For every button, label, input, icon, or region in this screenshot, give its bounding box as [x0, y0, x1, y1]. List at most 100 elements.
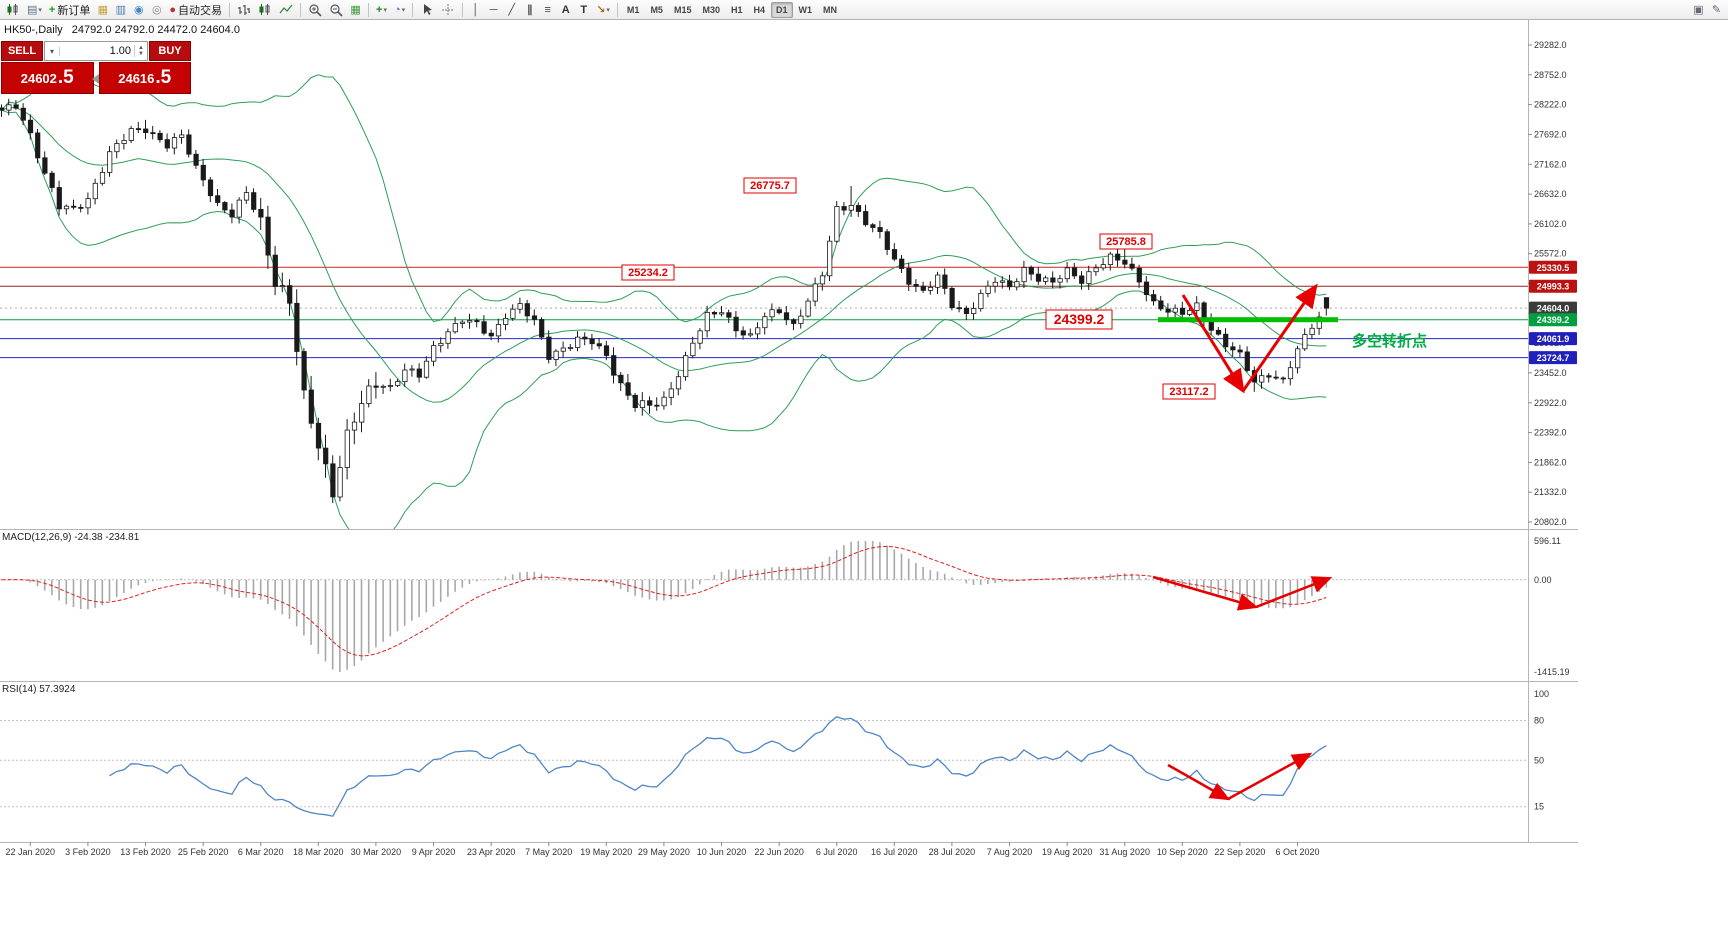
sell-price-button[interactable]: 24602.5 [1, 62, 94, 94]
timeframe-d1[interactable]: D1 [771, 1, 793, 18]
svg-text:25572.0: 25572.0 [1534, 249, 1567, 259]
vertical-line-icon[interactable]: │ [467, 1, 484, 18]
caret-down-icon: ▾ [606, 6, 610, 14]
auto-trading-button[interactable]: ● 自动交易 [169, 3, 223, 17]
strategy-tester-icon[interactable]: ◎ [148, 1, 165, 18]
cycles-icon[interactable]: ◔ ▾ [391, 1, 408, 18]
buy-button[interactable]: BUY [149, 41, 191, 61]
horizontal-line-icon-glyph: ─ [489, 3, 498, 16]
fibonacci-icon[interactable]: ≡ [539, 1, 556, 18]
timeframe-m5[interactable]: M5 [650, 4, 663, 15]
spinner-down-icon[interactable]: ▼ [138, 51, 144, 57]
price-tag: 24061.9 [1529, 332, 1577, 346]
terminal-icon[interactable]: ▦ [94, 1, 111, 18]
price-tag: 24399.2 [1529, 313, 1577, 327]
svg-text:18 Mar 2020: 18 Mar 2020 [293, 847, 344, 857]
candles-glyph [7, 3, 18, 15]
candles-layer [0, 98, 1330, 503]
text-label-icon[interactable]: T [575, 1, 592, 18]
pencil-icon-glyph: ✎ [1711, 4, 1722, 16]
timeframe-h1[interactable]: H1 [730, 4, 743, 15]
price-annotation[interactable]: 26775.7 [743, 177, 797, 194]
sell-price-main: 24602 [20, 71, 57, 86]
line-chart-icon[interactable] [276, 1, 296, 18]
macd-panel [0, 541, 1528, 672]
profiles-icon[interactable]: ▤ ▾ [24, 1, 45, 18]
text-icon[interactable]: A [557, 1, 574, 18]
crosshair-icon[interactable] [438, 1, 458, 18]
svg-text:21332.0: 21332.0 [1534, 487, 1567, 497]
svg-text:29 May 2020: 29 May 2020 [638, 847, 690, 857]
svg-text:24399.2: 24399.2 [1537, 315, 1570, 325]
navigator-icon[interactable]: ▥ [112, 1, 129, 18]
price-chart[interactable]: 29282.0 28752.0 28222.0 27692.0 27162.0 26632… [0, 20, 1728, 944]
bollinger-bands [1, 71, 1327, 529]
bar-chart-icon[interactable] [234, 1, 254, 18]
new-chart-icon[interactable] [3, 1, 23, 18]
chart-ohlc-header: HK50-,Daily 24792.0 24792.0 24472.0 2460… [4, 24, 246, 36]
svg-text:23724.7: 23724.7 [1537, 353, 1570, 363]
support-highlight-line[interactable] [1158, 317, 1338, 323]
timeframe-m15[interactable]: M15 [673, 4, 692, 15]
candle-chart-icon[interactable] [255, 1, 275, 18]
svg-text:10 Sep 2020: 10 Sep 2020 [1157, 847, 1208, 857]
svg-text:26775.7: 26775.7 [750, 180, 790, 192]
svg-text:22 Jun 2020: 22 Jun 2020 [754, 847, 804, 857]
horizontal-line-icon[interactable]: ─ [485, 1, 502, 18]
timeframe-m1[interactable]: M1 [626, 4, 640, 15]
cycles-icon-glyph: ◔ [394, 3, 401, 16]
volume-field[interactable]: ▾ 1.00 ▲ ▼ [44, 41, 148, 61]
timeframe-h4[interactable]: H4 [753, 4, 766, 15]
svg-text:9 Apr 2020: 9 Apr 2020 [412, 847, 456, 857]
toolbar-separator [462, 2, 464, 17]
spread-arrow-icon [92, 74, 99, 84]
price-annotation[interactable]: 24399.2 [1045, 309, 1113, 330]
volume-dropdown-icon[interactable]: ▾ [45, 46, 60, 56]
pencil-icon[interactable]: ✎ [1708, 1, 1725, 18]
svg-text:3 Feb 2020: 3 Feb 2020 [65, 847, 111, 857]
price-tag: 25330.5 [1529, 260, 1577, 274]
arrows-icon-glyph: ↘ [596, 4, 606, 16]
zoom-in-icon[interactable] [305, 1, 325, 18]
price-annotation[interactable]: 23117.2 [1162, 383, 1216, 400]
volume-spinner[interactable]: ▲ ▼ [134, 45, 147, 57]
svg-text:22922.0: 22922.0 [1534, 398, 1567, 408]
sell-button[interactable]: SELL [1, 41, 43, 61]
trend-arrows[interactable] [1152, 283, 1333, 801]
indicators-icon[interactable]: + ▾ [373, 1, 390, 18]
zoom-out-icon[interactable] [326, 1, 346, 18]
price-annotation[interactable]: 25234.2 [621, 264, 675, 281]
svg-text:31 Aug 2020: 31 Aug 2020 [1099, 847, 1150, 857]
svg-text:596.11: 596.11 [1534, 536, 1561, 546]
cross-glyph [442, 3, 455, 16]
navigator-icon-glyph: ▥ [115, 4, 127, 16]
toolbar-separator [368, 2, 370, 17]
data-window-icon[interactable]: ◉ [130, 1, 147, 18]
indicators-icon-glyph: + [376, 3, 383, 16]
window-layout-icon[interactable]: ▣ [1690, 1, 1707, 18]
annotation-note[interactable]: 多空转折点 [1352, 332, 1427, 350]
price-annotation[interactable]: 25785.8 [1099, 233, 1153, 250]
timeframe-mn[interactable]: MN [823, 4, 838, 15]
profiles-icon-glyph: ▤ [27, 4, 38, 16]
timeframe-w1[interactable]: W1 [798, 4, 813, 15]
timeframe-m30[interactable]: M30 [702, 4, 720, 15]
volume-value[interactable]: 1.00 [109, 45, 131, 57]
svg-text:15: 15 [1534, 802, 1544, 812]
trendline-icon[interactable]: ╱ [503, 1, 520, 18]
spinner-up-icon[interactable]: ▲ [138, 45, 144, 51]
svg-text:19 Aug 2020: 19 Aug 2020 [1042, 847, 1093, 857]
arrows-icon[interactable]: ↘ ▾ [593, 1, 613, 18]
price-annotations[interactable]: 26775.7 25785.8 25234.2 24399.2 23117.2 [621, 177, 1216, 400]
strategy-tester-icon-glyph: ◎ [152, 4, 162, 16]
tile-windows-icon-glyph: ▦ [350, 4, 361, 16]
new-order-button[interactable]: + 新订单 [48, 3, 91, 17]
svg-text:25785.8: 25785.8 [1106, 236, 1146, 248]
buy-price-button[interactable]: 24616.5 [98, 62, 191, 94]
cursor-icon[interactable] [417, 1, 437, 18]
svg-text:23 Apr 2020: 23 Apr 2020 [467, 847, 516, 857]
tile-windows-icon[interactable]: ▦ [347, 1, 364, 18]
candles-glyph [259, 3, 270, 15]
channel-icon[interactable]: ∥ [521, 1, 538, 18]
